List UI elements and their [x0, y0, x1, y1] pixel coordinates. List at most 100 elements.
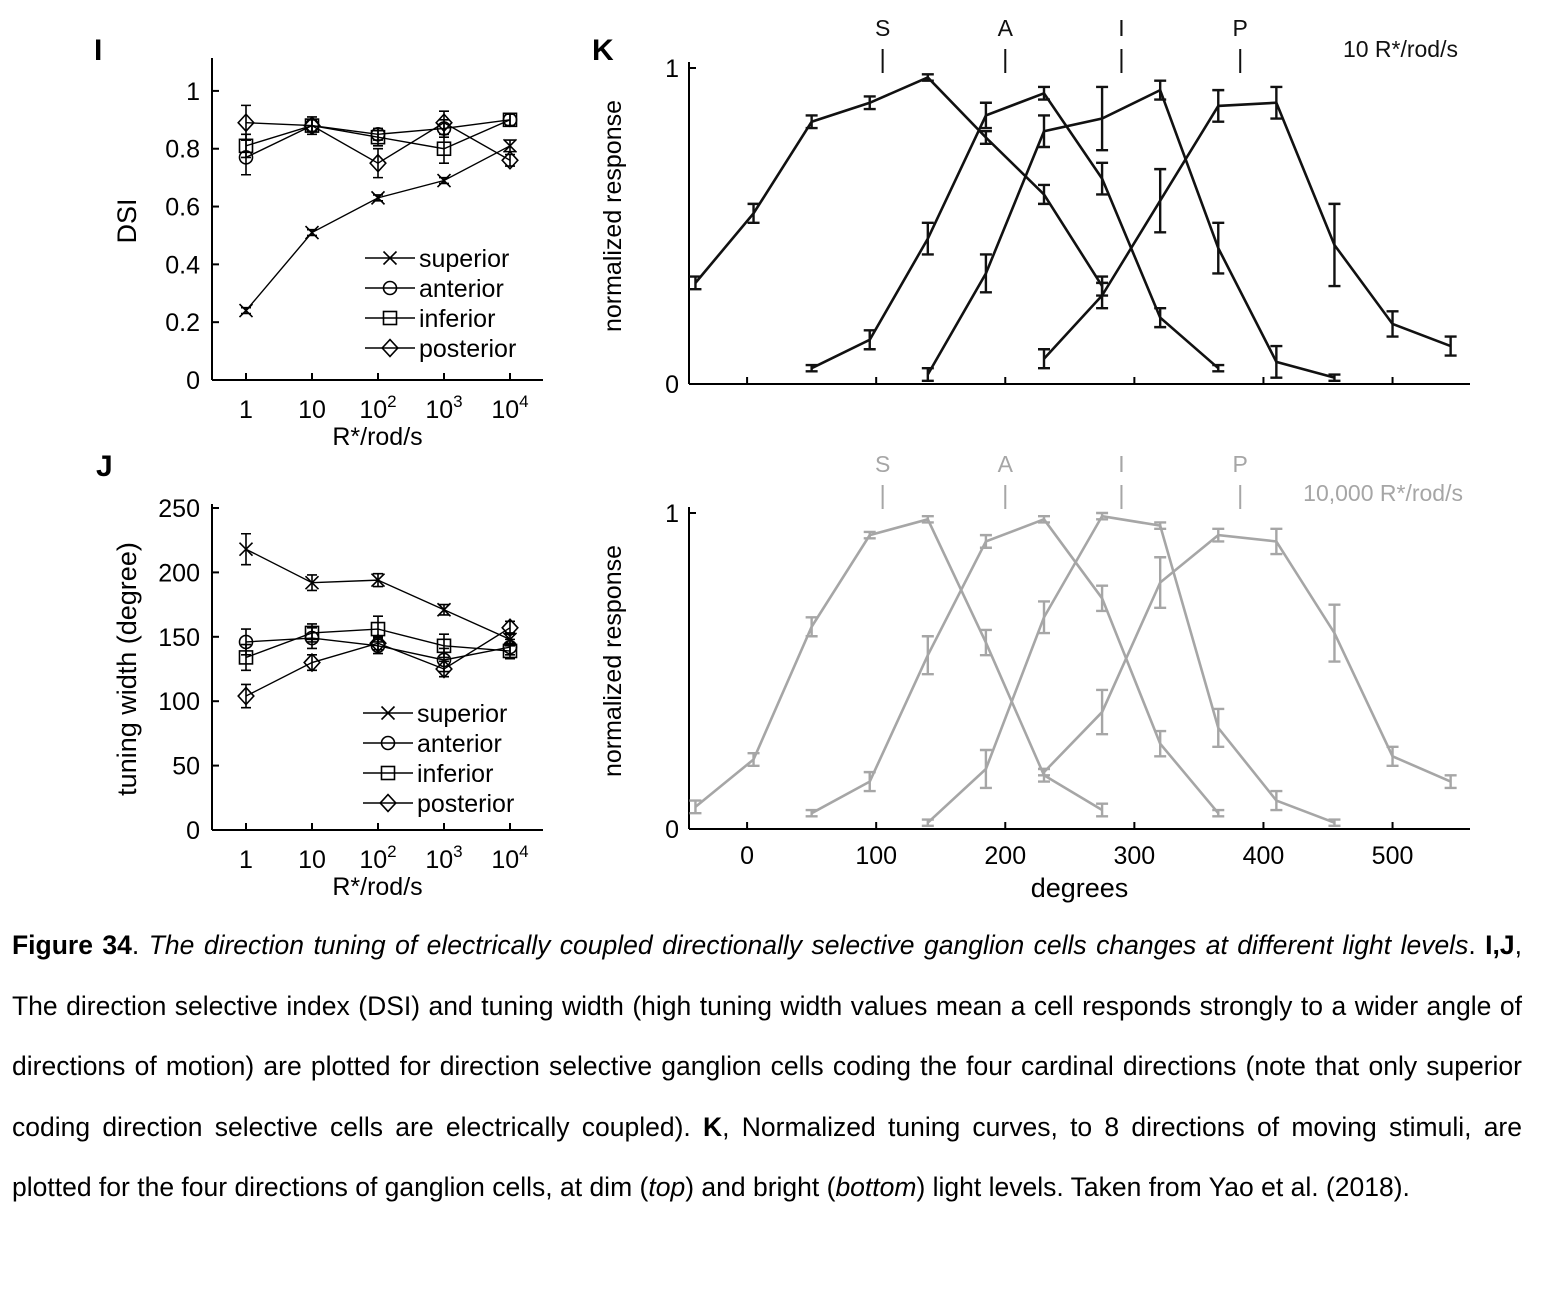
error-bar-inferior [241, 643, 251, 672]
error-bar [979, 628, 992, 657]
data-point-superior [502, 138, 518, 153]
error-bar [921, 635, 934, 676]
chart-k-top: 0 1 normalized response 10 R*/rod/s S A I P [599, 15, 1470, 399]
error-bar [1096, 688, 1109, 736]
error-bar [1328, 202, 1341, 288]
panel-letter-k: K [592, 34, 614, 67]
x-tick-label: 500 [1372, 842, 1414, 870]
error-bar-posterior [505, 620, 515, 636]
tuning-curve-2 [811, 91, 1220, 370]
error-bar [1386, 310, 1399, 338]
x-axis-label: R*/rod/s [332, 873, 422, 901]
error-bar [863, 95, 876, 111]
x-tick-label: 10 [298, 846, 326, 874]
error-bar [921, 514, 934, 524]
caption-top-word: top [648, 1172, 686, 1202]
tuning-curve-4 [1043, 101, 1452, 360]
y-tick-label: 50 [172, 753, 200, 781]
caption-sep: . [131, 930, 149, 960]
error-bar [1154, 306, 1167, 329]
data-point-posterior [237, 113, 255, 133]
caption-ij-text: , The direction selective index (DSI) an… [12, 930, 1522, 1142]
error-bar [747, 202, 760, 225]
data-point-inferior [436, 638, 452, 654]
data-point-posterior [435, 113, 453, 133]
caption-ij-label: I,J [1485, 930, 1515, 960]
x-tick-label: 0 [740, 842, 754, 870]
error-bar [979, 533, 992, 549]
y-tick-label: 0 [665, 816, 679, 844]
error-bar [1038, 85, 1050, 101]
y-tick-label: 1 [665, 55, 679, 83]
error-bar [1444, 335, 1457, 357]
data-point-superior [238, 303, 254, 318]
caption-title: The direction tuning of electrically cou… [148, 930, 1469, 960]
x-tick-label: 104 [491, 392, 528, 424]
y-tick-label: 150 [158, 624, 200, 652]
x-tick-label: 1 [239, 846, 253, 874]
error-bar [1038, 514, 1050, 524]
error-bar [805, 363, 818, 373]
caption-k-text: , Normalized tuning curves, to 8 directi… [12, 1111, 1522, 1203]
data-point-inferior [502, 112, 518, 128]
data-point-superior [238, 542, 254, 557]
error-bar-inferior [439, 633, 449, 659]
legend-marker-posterior [381, 338, 399, 358]
y-tick-label: 0.8 [165, 136, 200, 164]
caption-k-text: ) light levels. Taken from Yao et al. (2… [916, 1172, 1410, 1202]
data-point-posterior [303, 115, 321, 136]
y-tick-label: 1 [186, 78, 200, 106]
error-bar [1154, 556, 1167, 609]
data-point-superior [304, 575, 320, 590]
y-tick-label: 0 [186, 367, 200, 395]
error-bar [1212, 808, 1225, 818]
chart-i-dsi: 0 0.2 0.4 0.6 0.8 1 1 10 102 103 104 R*/rod/s DSI sup… [112, 58, 543, 451]
error-bar [1328, 603, 1341, 663]
error-bar-inferior [505, 642, 515, 660]
tuning-curve-3 [926, 514, 1335, 824]
error-bar [1038, 348, 1050, 370]
error-bar [1328, 818, 1341, 828]
error-bar [1096, 511, 1109, 521]
chart-j-tuning-width: 0 50 100 150 200 250 1 10 102 103 104 R*/rod/s tunin… [112, 495, 543, 901]
tuning-curve-3 [926, 88, 1335, 379]
error-bar [921, 367, 934, 383]
y-axis-label: tuning width (degree) [112, 542, 142, 796]
error-bar [921, 221, 934, 256]
legend-marker-posterior [379, 793, 397, 813]
tuning-curve-2 [811, 517, 1220, 815]
y-tick-label: 100 [158, 688, 200, 716]
x-tick-label: 1 [239, 396, 253, 424]
legend-marker-superior [380, 705, 396, 721]
data-point-posterior [435, 659, 453, 679]
legend-marker-inferior [382, 310, 398, 326]
tuning-curve-1 [694, 517, 1103, 812]
error-bar [1038, 183, 1050, 206]
error-bar-posterior [373, 147, 383, 179]
tuning-curve-4 [1043, 533, 1452, 783]
legend-label-inferior: inferior [417, 760, 493, 788]
error-bar [1038, 600, 1050, 635]
x-tick-label: 400 [1243, 842, 1285, 870]
error-bar [863, 530, 876, 540]
direction-marker-label: I [1118, 15, 1124, 41]
x-axis-label: degrees [1031, 873, 1129, 903]
direction-marker-label: P [1233, 15, 1248, 41]
error-bar [1444, 774, 1457, 790]
y-tick-label: 0.2 [165, 309, 200, 337]
x-tick-label: 300 [1114, 842, 1156, 870]
error-bar [1154, 729, 1167, 758]
error-bar [921, 818, 934, 828]
x-tick-label: 100 [855, 842, 897, 870]
legend-label-posterior: posterior [417, 790, 514, 818]
data-point-superior [370, 190, 386, 205]
data-point-superior [304, 225, 320, 240]
error-bar [1154, 167, 1167, 234]
x-tick-label: 103 [425, 842, 462, 874]
error-bar [979, 130, 992, 146]
error-bar [1154, 79, 1167, 101]
condition-label: 10,000 R*/rod/s [1303, 480, 1463, 506]
direction-marker-label: A [998, 451, 1014, 477]
x-tick-label: 103 [425, 392, 462, 424]
condition-label: 10 R*/rod/s [1343, 36, 1458, 62]
